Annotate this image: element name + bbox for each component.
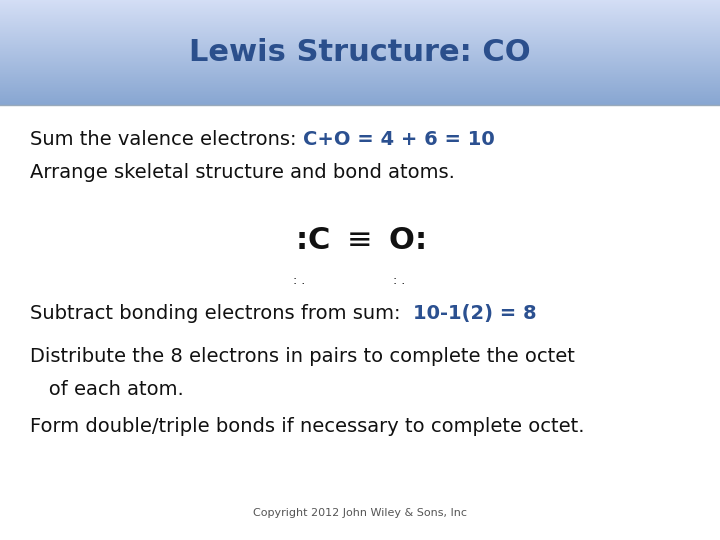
Text: Form double/triple bonds if necessary to complete octet.: Form double/triple bonds if necessary to… [30, 417, 585, 436]
Text: Subtract bonding electrons from sum:: Subtract bonding electrons from sum: [30, 303, 413, 323]
Text: Copyright 2012 John Wiley & Sons, Inc: Copyright 2012 John Wiley & Sons, Inc [253, 508, 467, 518]
Text: :C $\equiv$ O:: :C $\equiv$ O: [295, 226, 425, 255]
Text: Arrange skeletal structure and bond atoms.: Arrange skeletal structure and bond atom… [30, 163, 455, 183]
Text: Distribute the 8 electrons in pairs to complete the octet: Distribute the 8 electrons in pairs to c… [30, 347, 575, 366]
Text: : .: : . [393, 274, 406, 287]
Text: 10-1(2) = 8: 10-1(2) = 8 [413, 303, 537, 323]
Text: : .: : . [293, 274, 306, 287]
Text: Lewis Structure: CO: Lewis Structure: CO [189, 38, 531, 67]
Text: of each atom.: of each atom. [30, 380, 184, 400]
Text: C+O = 4 + 6 = 10: C+O = 4 + 6 = 10 [303, 130, 495, 149]
Text: Sum the valence electrons:: Sum the valence electrons: [30, 130, 303, 149]
Bar [0, 105, 720, 540]
